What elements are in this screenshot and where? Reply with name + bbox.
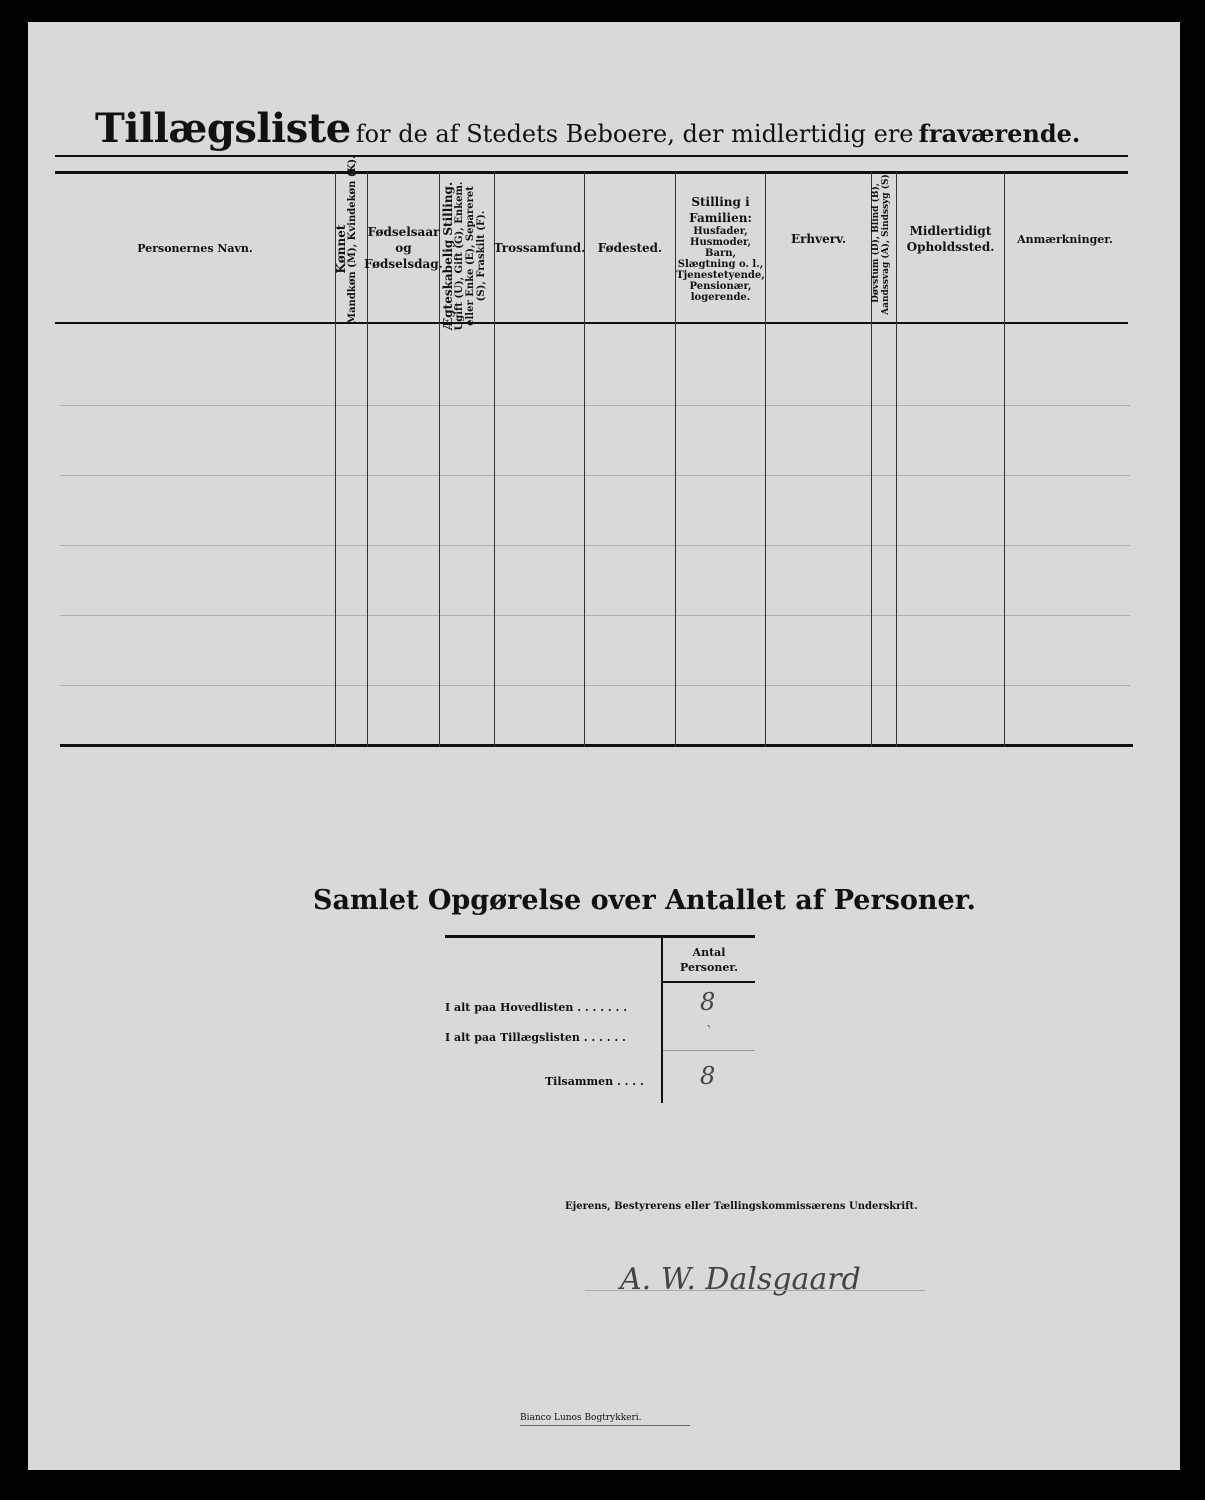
- header-temporary-residence: Midlertidigt Opholdssted.: [906, 224, 995, 254]
- header-sex: Kønnet Mandkøn (M), Kvindekøn (K).: [334, 155, 358, 324]
- form-title: Tillægsliste for de af Stedets Beboere, …: [95, 105, 1081, 152]
- header-bottom-rule: [55, 322, 1128, 324]
- summary-column-header: Antal Personer.: [680, 946, 738, 974]
- signature: A. W. Dalsgaard: [620, 1262, 861, 1297]
- signature-caption: Ejerens, Bestyrerens eller Tællingskommi…: [565, 1201, 918, 1212]
- header-marital: Ægteskabelig Stilling. Ugift (U), Gift (G…: [441, 181, 487, 331]
- header-occupation: Erhverv.: [790, 231, 847, 246]
- header-birthplace: Fødested.: [597, 240, 663, 255]
- summary-title: Samlet Opgørelse over Antallet af Person…: [313, 885, 976, 916]
- summary-value-main-list: 8: [700, 988, 716, 1016]
- summary-value-total: 8: [700, 1062, 716, 1090]
- summary-value-supplement-list: `: [705, 1024, 712, 1040]
- header-name: Personernes Navn.: [137, 241, 253, 255]
- printer-imprint: Bianco Lunos Bogtrykkeri.: [520, 1413, 642, 1423]
- header-remarks: Anmærkninger.: [1017, 232, 1113, 246]
- summary-label-total: Tilsammen . . . .: [545, 1075, 644, 1088]
- table-top-rule: [55, 171, 1128, 174]
- summary-label-main-list: I alt paa Hovedlisten . . . . . . .: [445, 1001, 628, 1014]
- summary-label-supplement-list: I alt paa Tillægslisten . . . . . .: [445, 1031, 626, 1044]
- header-birth: Fødselsaar og Fødselsdag.: [364, 225, 443, 271]
- table-bottom-rule: [60, 744, 1133, 747]
- header-family-position: Stilling i Familien: Husfader, Husmoder, …: [676, 194, 765, 303]
- header-religion: Trossamfund.: [493, 240, 586, 255]
- title-rule: [55, 155, 1128, 157]
- header-disability: Døvstum (D), Blind (B), Aandssvag (A), S…: [871, 171, 891, 315]
